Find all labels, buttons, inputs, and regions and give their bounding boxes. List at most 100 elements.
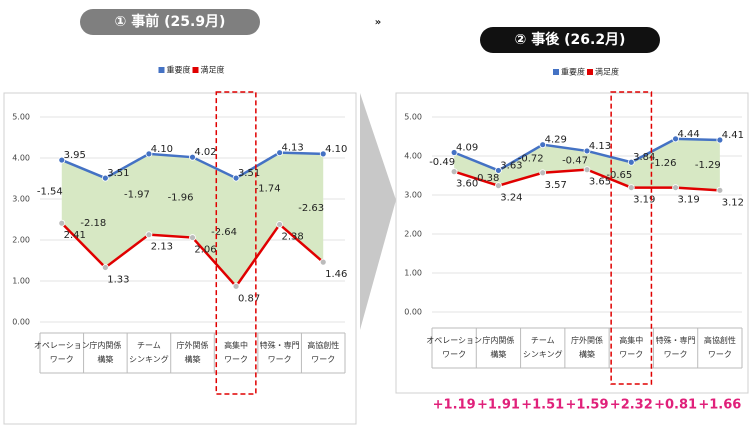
y-tick-label: 3.00 [404, 191, 422, 200]
difference-label: -1.26 [651, 158, 677, 169]
category-label: 庁内関係構築 [482, 335, 514, 359]
change-label: +1.91 [477, 398, 520, 413]
data-label: 4.41 [722, 130, 744, 141]
y-tick-label: 0.00 [12, 318, 30, 327]
point [276, 149, 284, 157]
point [583, 147, 591, 155]
y-tick-label: 0.00 [404, 308, 422, 317]
category-label: 庁内関係構築 [89, 340, 121, 364]
category-label: 庁外関係構築 [177, 340, 209, 364]
legend-swatch [553, 69, 559, 75]
header-title: ① 事前 (25.9月) [115, 13, 226, 30]
difference-label: -1.29 [695, 160, 721, 171]
gap-area [61, 152, 324, 287]
point [101, 174, 109, 182]
data-label: 4.10 [151, 144, 173, 155]
change-label: +0.81 [654, 398, 697, 413]
legend-label: 満足度 [595, 67, 619, 77]
data-label: 4.13 [282, 143, 304, 154]
difference-label: -0.47 [562, 155, 588, 166]
point [232, 282, 240, 290]
point [672, 184, 679, 191]
right-frame [395, 92, 749, 394]
legend-swatch [192, 67, 199, 73]
data-label: 3.12 [722, 197, 744, 208]
y-tick-label: 5.00 [12, 113, 30, 122]
data-label: 3.57 [545, 180, 567, 191]
point [627, 158, 635, 166]
difference-label: -1.54 [37, 187, 63, 198]
point [539, 169, 547, 177]
y-tick-label: 4.00 [404, 152, 422, 161]
data-label: 3.51 [238, 168, 260, 179]
change-label: +2.32 [610, 398, 653, 413]
category-label: 高集中ワーク [619, 335, 643, 359]
category-label: オペレーションワーク [426, 336, 482, 359]
data-label: 4.09 [456, 142, 478, 153]
category-label: 特殊・専門ワーク [260, 340, 300, 364]
header-title: ② 事後 (26.2月) [515, 31, 626, 48]
category-label: 特殊・専門ワーク [656, 335, 696, 359]
header-pill [80, 9, 260, 35]
chevron-icon: » [375, 17, 381, 28]
change-label: +1.59 [566, 398, 609, 413]
category-label: オペレーションワーク [34, 341, 90, 364]
point [319, 258, 327, 266]
data-label: 3.24 [500, 193, 522, 204]
legend-label: 満足度 [201, 65, 225, 75]
y-tick-label: 5.00 [404, 113, 422, 122]
point [627, 184, 635, 191]
change-label: +1.51 [521, 398, 564, 413]
data-label: 3.63 [500, 160, 522, 171]
category-label: チームシンキング [523, 336, 563, 359]
data-label: 3.84 [633, 152, 655, 163]
point [450, 168, 458, 176]
data-label: 3.19 [633, 195, 655, 206]
point [539, 141, 547, 149]
difference-label: -0.65 [606, 170, 632, 181]
y-tick-label: 2.00 [404, 230, 422, 239]
data-label: 4.13 [589, 141, 611, 152]
y-tick-label: 1.00 [12, 277, 30, 286]
y-tick-label: 2.00 [12, 236, 30, 245]
difference-label: -1.96 [168, 192, 194, 203]
point [276, 221, 284, 228]
y-tick-label: 1.00 [404, 269, 422, 278]
legend-swatch [158, 67, 165, 73]
difference-label: -2.18 [80, 218, 106, 229]
point [450, 149, 458, 156]
data-label: 4.10 [325, 144, 347, 155]
data-label: 1.46 [325, 269, 347, 280]
left-frame [3, 92, 357, 425]
data-label: 4.29 [545, 135, 567, 146]
point [716, 136, 724, 144]
data-label: 0.87 [238, 293, 260, 304]
data-label: 2.13 [151, 242, 173, 253]
point [716, 186, 724, 194]
data-label: 1.33 [107, 274, 129, 285]
legend-label: 重要度 [561, 67, 585, 77]
arrow-separator [360, 93, 396, 330]
legend-label: 重要度 [167, 65, 191, 75]
point [583, 166, 591, 174]
difference-label: -1.97 [124, 189, 150, 200]
point [101, 264, 109, 271]
change-label: +1.19 [433, 398, 476, 413]
category-label: 庁外関係構築 [571, 335, 603, 359]
category-label: チームシンキング [129, 341, 169, 364]
data-label: 2.38 [282, 231, 304, 242]
point [495, 167, 502, 174]
point [672, 135, 679, 143]
category-label: 高集中ワーク [224, 340, 248, 364]
point [319, 150, 327, 158]
difference-label: -2.63 [298, 203, 324, 214]
data-label: 3.19 [677, 195, 699, 206]
point [58, 156, 66, 164]
category-label: 高協創性ワーク [704, 335, 736, 359]
y-tick-label: 4.00 [12, 154, 30, 163]
point [58, 219, 66, 227]
difference-label: -0.38 [473, 173, 499, 184]
difference-label: -2.64 [211, 227, 237, 238]
difference-label: -1.74 [255, 184, 281, 195]
